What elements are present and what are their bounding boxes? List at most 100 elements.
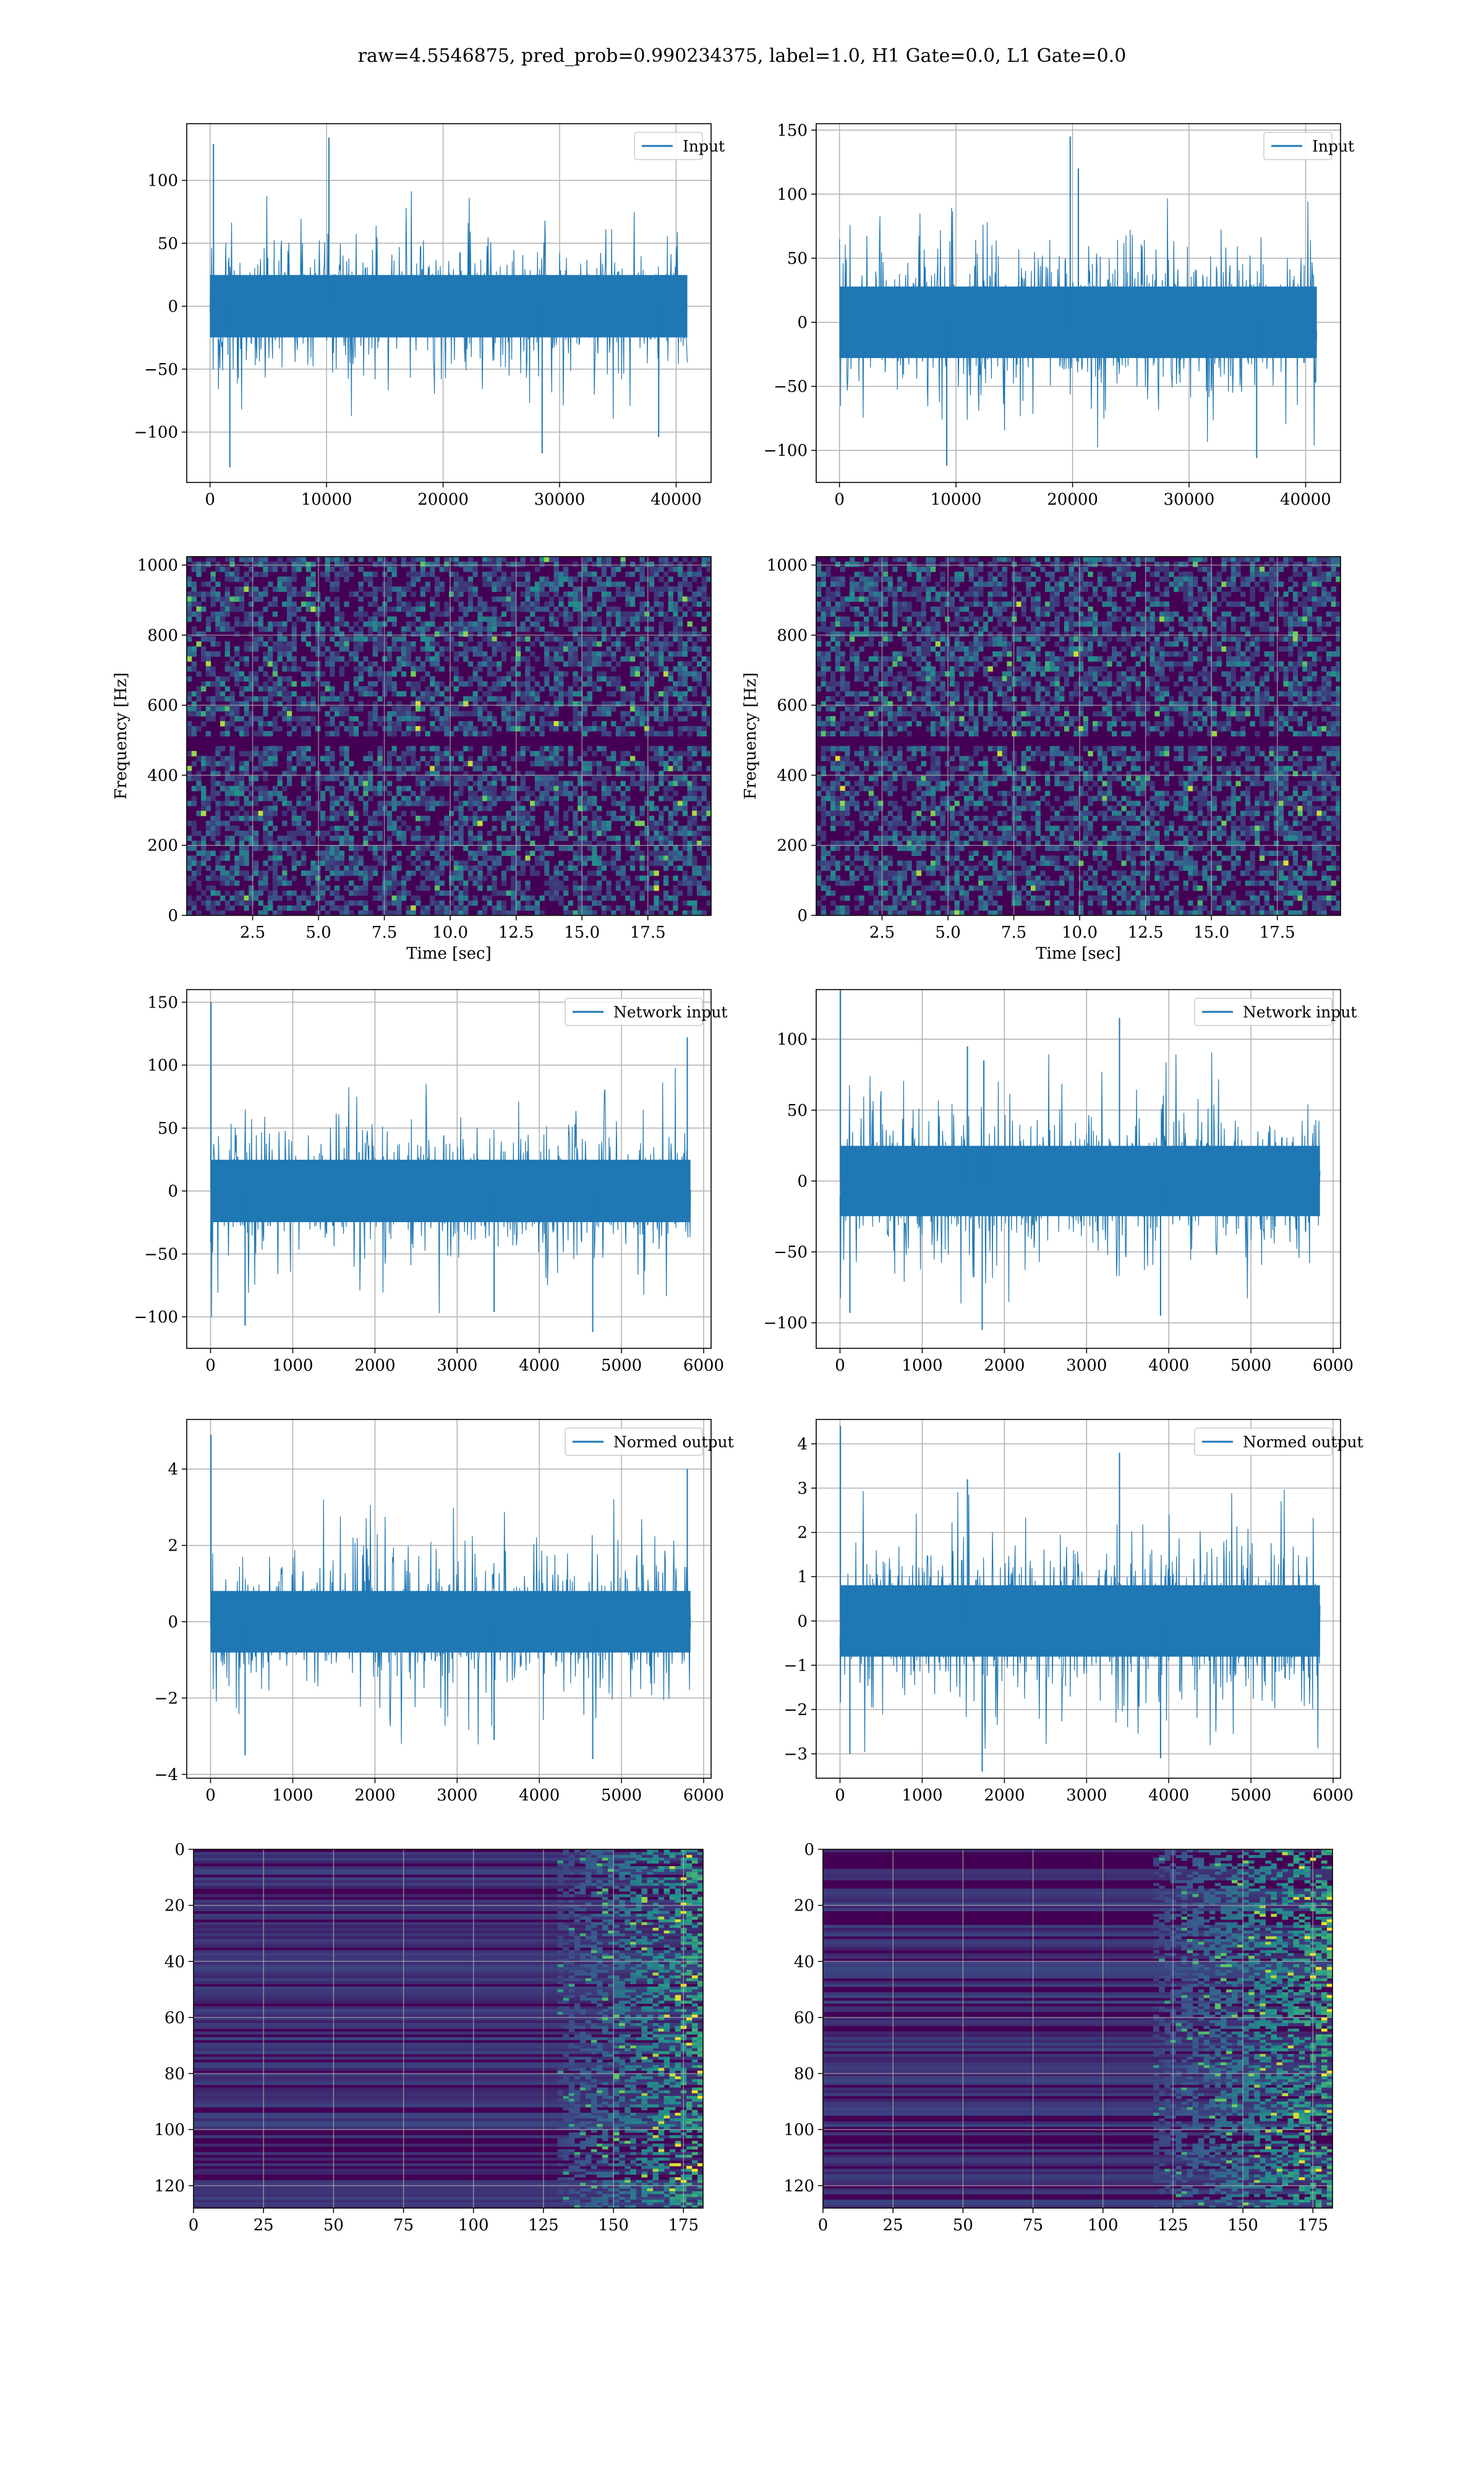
heatmap-cell xyxy=(229,691,235,697)
heatmap-cell xyxy=(515,711,521,717)
heatmap-cell xyxy=(668,691,673,697)
heatmap-cell xyxy=(687,910,693,915)
heatmap-cell xyxy=(458,641,464,647)
heatmap-cell xyxy=(372,850,378,856)
heatmap-cell xyxy=(539,616,545,622)
legend-label: Input xyxy=(1312,137,1354,155)
heatmap-cell xyxy=(520,562,526,567)
heatmap-cell xyxy=(377,761,383,766)
heatmap-cell xyxy=(349,656,354,662)
heatmap-cell xyxy=(234,815,240,821)
heatmap-cell xyxy=(358,890,364,896)
heatmap-cell xyxy=(854,845,859,851)
heatmap-cell xyxy=(620,557,626,562)
heatmap-cell xyxy=(878,621,884,627)
heatmap-cell xyxy=(634,651,640,657)
heatmap-cell xyxy=(553,616,559,622)
heatmap-cell xyxy=(840,721,845,727)
heatmap-cell xyxy=(701,586,707,592)
heatmap-cell xyxy=(234,616,240,622)
heatmap-cell xyxy=(644,562,650,567)
heatmap-cell xyxy=(396,726,402,732)
heatmap-cell xyxy=(196,706,202,712)
heatmap-cell xyxy=(191,666,197,672)
heatmap-cell xyxy=(639,820,645,826)
heatmap-cell xyxy=(649,805,655,811)
heatmap-cell xyxy=(511,606,516,612)
heatmap-cell xyxy=(692,676,697,682)
heatmap-cell xyxy=(425,641,430,647)
heatmap-cell xyxy=(372,611,378,617)
heatmap-cell xyxy=(897,810,903,816)
heatmap-cell xyxy=(420,781,425,787)
heatmap-cell xyxy=(497,676,502,682)
heatmap-cell xyxy=(639,895,645,901)
heatmap-cell xyxy=(696,826,702,831)
heatmap-cell xyxy=(263,696,268,702)
heatmap-cell xyxy=(530,666,535,672)
heatmap-cell xyxy=(539,671,545,677)
heatmap-cell xyxy=(558,880,564,886)
heatmap-cell xyxy=(673,651,678,657)
heatmap-cell xyxy=(497,596,502,602)
heatmap-cell xyxy=(520,636,526,642)
heatmap-cell xyxy=(330,805,335,811)
heatmap-cell xyxy=(859,771,864,777)
heatmap-cell xyxy=(611,666,616,672)
heatmap-cell xyxy=(196,696,202,702)
heatmap-cell xyxy=(592,910,597,915)
heatmap-cell xyxy=(692,601,697,607)
heatmap-cell xyxy=(439,865,445,871)
heatmap-cell xyxy=(320,756,326,761)
heatmap-cell xyxy=(682,716,688,722)
heatmap-cell xyxy=(629,890,636,896)
heatmap-cell xyxy=(477,885,483,891)
heatmap-cell xyxy=(659,706,664,712)
heatmap-cell xyxy=(859,671,864,677)
heatmap-cell xyxy=(530,621,535,627)
heatmap-cell xyxy=(386,631,393,637)
heatmap-cell xyxy=(587,596,592,602)
heatmap-cell xyxy=(434,711,440,717)
heatmap-cell xyxy=(249,826,254,831)
heatmap-cell xyxy=(558,671,564,677)
heatmap-cell xyxy=(224,890,230,896)
heatmap-cell xyxy=(458,616,464,622)
heatmap-cell xyxy=(659,701,664,707)
heatmap-cell xyxy=(215,616,221,622)
heatmap-cell xyxy=(601,845,607,851)
heatmap-cell xyxy=(553,751,559,756)
heatmap-cell xyxy=(544,651,550,657)
heatmap-cell xyxy=(286,711,292,717)
heatmap-cell xyxy=(411,581,416,587)
heatmap-cell xyxy=(578,726,583,732)
heatmap-cell xyxy=(497,701,502,707)
heatmap-cell xyxy=(696,671,702,677)
heatmap-cell xyxy=(315,880,321,886)
heatmap-cell xyxy=(263,820,268,826)
heatmap-cell xyxy=(525,601,531,607)
heatmap-cell xyxy=(463,905,469,911)
heatmap-cell xyxy=(850,860,855,867)
heatmap-cell xyxy=(220,626,226,632)
heatmap-cell xyxy=(453,726,459,732)
heatmap-cell xyxy=(558,646,564,652)
heatmap-cell xyxy=(305,576,311,582)
heatmap-cell xyxy=(363,611,369,617)
heatmap-cell xyxy=(367,616,373,622)
heatmap-cell xyxy=(558,636,564,642)
heatmap-cell xyxy=(196,880,202,886)
heatmap-cell xyxy=(601,730,607,737)
heatmap-cell xyxy=(692,726,697,732)
heatmap-cell xyxy=(582,771,588,777)
heatmap-cell xyxy=(897,726,903,732)
heatmap-cell xyxy=(344,646,349,652)
heatmap-cell xyxy=(582,576,588,582)
y-tick-label: 0 xyxy=(168,907,178,925)
heatmap-cell xyxy=(492,681,497,687)
heatmap-cell xyxy=(563,890,569,896)
heatmap-cell xyxy=(687,766,693,771)
heatmap-cell xyxy=(821,820,826,826)
heatmap-cell xyxy=(349,820,354,826)
heatmap-cell xyxy=(673,810,678,816)
